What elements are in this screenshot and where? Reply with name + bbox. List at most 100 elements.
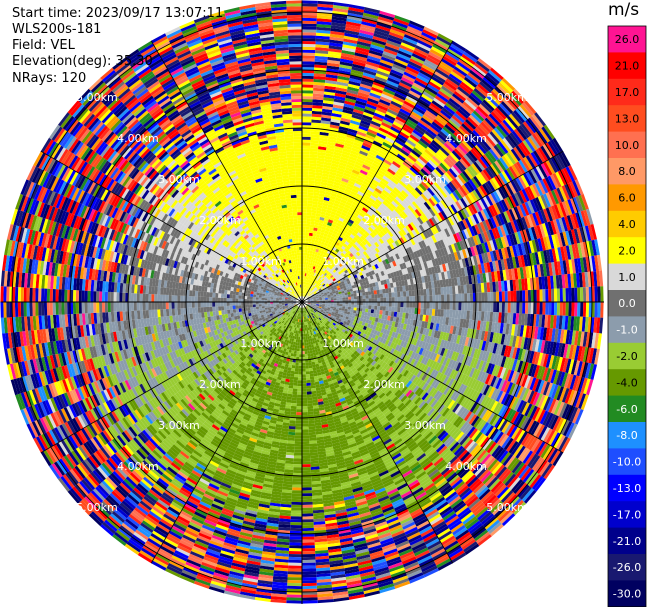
range-gate-196 [316,21,332,26]
velocity-field [0,0,604,604]
range-gate-2768 [347,294,352,298]
range-gate-3278 [347,306,352,310]
range-gate-3009 [455,293,459,302]
range-gate-285 [327,59,341,65]
range-gate-3082 [371,302,375,306]
range-gate-66 [302,101,313,106]
range-gate-2886 [394,291,398,298]
range-gate-2869 [345,297,349,300]
range-gate-3080 [365,302,369,306]
range-gate-3131 [513,302,517,314]
range-gate-3058 [597,286,601,302]
range-gate-3034 [527,290,532,302]
range-gate-3081 [368,302,372,306]
range-gate-175 [313,81,326,86]
range-gate-126 [305,223,311,228]
range-gate-3188 [382,306,386,311]
range-gate-3385 [361,311,366,316]
range-gate-3128 [504,302,508,313]
range-gate-3123 [490,302,494,313]
range-gate-157 [310,134,320,138]
range-gate-80 [302,61,315,65]
range-gate-25 [302,220,307,224]
range-gate-245 [315,175,322,179]
range-gate-2770 [353,293,357,297]
range-gate-345 [320,181,328,186]
range-gate-3148 [562,302,566,316]
range-gate-230 [310,218,316,222]
range-gate-108 [303,275,305,279]
range-gate-3000 [429,295,433,302]
range-gate-143 [308,174,316,178]
range-gate-88 [302,38,316,42]
range-gate-111 [303,267,306,271]
range-gate-263 [320,123,331,128]
range-gate-178 [313,73,326,78]
range-gate-30 [302,206,308,210]
range-gate-335 [316,210,322,215]
range-gate-327 [312,233,317,237]
range-gate-312 [305,276,308,280]
range-gate-246 [315,172,323,176]
range-gate-315 [306,267,310,271]
range-gate-3032 [522,290,526,302]
range-gate-2902 [440,287,444,295]
range-gate-203 [317,0,334,5]
range-gate-101 [302,0,318,4]
range-gate-3095 [409,302,413,308]
range-gate-140 [308,183,315,187]
range-gate-3206 [434,308,439,317]
range-gate-332 [314,218,320,223]
range-gate-265 [321,117,332,122]
range-gate-172 [312,90,325,95]
range-gate-51 [302,145,311,149]
range-gate-62 [302,113,312,117]
range-gate-3174 [342,304,346,307]
range-gate-131 [306,209,312,213]
range-gate-280 [325,74,338,79]
range-gate-87 [302,41,316,45]
range-gate-34 [302,194,308,198]
range-gate-65 [302,104,313,108]
range-gate-13 [302,255,305,259]
range-gate-347 [321,175,329,181]
range-gate-58 [302,125,312,129]
range-gate-2766 [342,295,346,298]
range-gate-130 [306,212,312,216]
range-gate-3193 [397,307,401,313]
range-gate-267 [321,111,332,116]
range-gate-300 [331,16,347,22]
range-gate-3093 [403,302,407,308]
range-gate-3283 [362,308,366,312]
range-gate-169 [312,99,324,103]
range-gate-3002 [435,294,439,302]
range-gate-213 [305,267,308,271]
range-gate-3085 [380,302,384,307]
range-gate-2984 [383,297,387,302]
range-gate-2887 [397,291,401,297]
range-gate-76 [302,72,314,77]
range-gate-137 [307,191,314,196]
range-gate-247 [315,169,323,174]
range-gate-27 [302,215,307,219]
range-gate-151 [309,151,318,155]
range-gate-68 [302,96,313,100]
range-gate-3051 [577,287,581,302]
range-gate-190 [315,38,330,43]
range-gate-119 [304,244,309,248]
range-gate-2880 [376,293,381,299]
range-gate-3187 [379,306,384,311]
range-gate-2671 [361,288,366,293]
range-gate-61 [302,116,312,120]
range-gate-2773 [362,292,366,296]
range-gate-2897 [426,288,430,296]
range-gate-3192 [394,306,398,313]
range-gate-2898 [428,288,433,296]
range-gate-269 [322,105,333,111]
range-gate-266 [321,114,332,119]
range-gate-79 [302,64,315,68]
range-gate-340 [318,196,325,200]
range-gate-288 [328,51,342,56]
range-gate-2884 [388,292,392,298]
range-gate-52 [302,142,311,146]
